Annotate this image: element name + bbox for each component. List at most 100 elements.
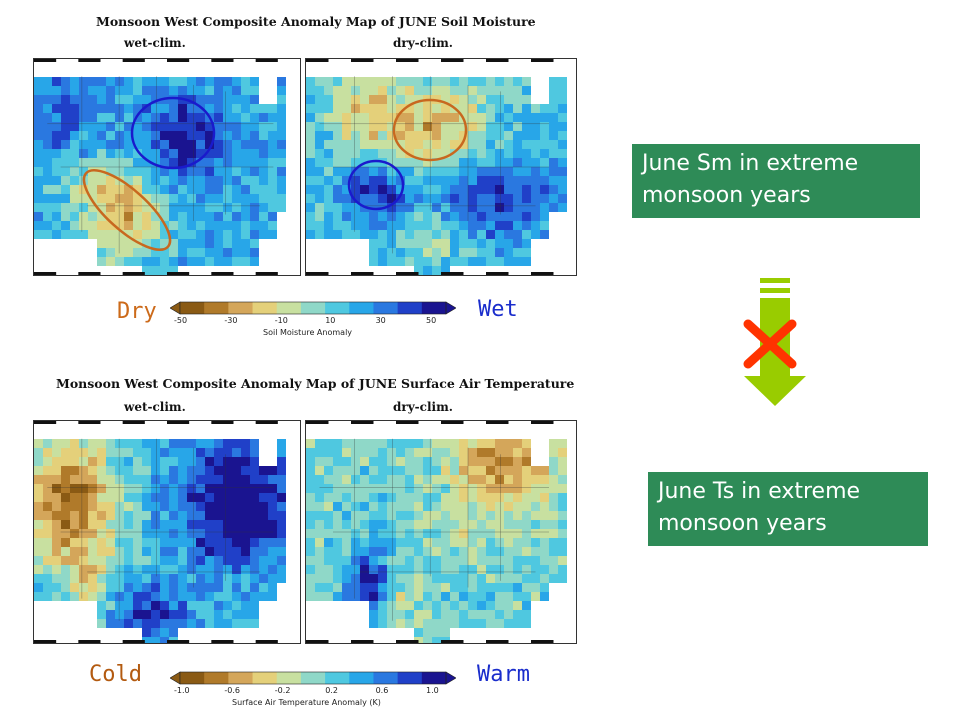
anomaly-cell [351,556,360,565]
anomaly-cell [414,547,423,556]
anomaly-cell [333,448,342,457]
anomaly-cell [423,439,432,448]
anomaly-cell [43,149,52,158]
anomaly-cell [351,140,360,149]
anomaly-cell [52,149,61,158]
anomaly-cell [495,538,504,547]
anomaly-cell [315,221,324,230]
anomaly-cell [187,122,196,131]
anomaly-cell [70,466,79,475]
anomaly-cell [205,248,214,257]
anomaly-cell [423,610,432,619]
anomaly-cell [142,212,151,221]
anomaly-cell [70,448,79,457]
anomaly-cell [43,131,52,140]
anomaly-cell [52,556,61,565]
anomaly-cell [369,565,378,574]
anomaly-cell [450,475,459,484]
anomaly-cell [70,77,79,86]
anomaly-cell [504,86,513,95]
anomaly-cell [232,448,241,457]
anomaly-cell [205,466,214,475]
anomaly-cell [277,439,286,448]
anomaly-cell [459,239,468,248]
anomaly-cell [214,538,223,547]
colorbar-tick-label: -10 [274,316,288,325]
anomaly-cell [531,203,540,212]
anomaly-cell [241,547,250,556]
anomaly-cell [196,131,205,140]
anomaly-cell [468,529,477,538]
anomaly-cell [241,230,250,239]
anomaly-cell [468,239,477,248]
anomaly-cell [79,475,88,484]
anomaly-cell [115,185,124,194]
anomaly-cell [486,592,495,601]
anomaly-cell [223,556,232,565]
anomaly-cell [79,167,88,176]
anomaly-cell [522,475,531,484]
anomaly-cell [333,457,342,466]
anomaly-cell [459,230,468,239]
anomaly-cell [495,104,504,113]
anomaly-cell [241,493,250,502]
anomaly-cell [250,230,259,239]
anomaly-cell [549,538,558,547]
anomaly-cell [205,556,214,565]
anomaly-cell [477,239,486,248]
anomaly-cell [79,212,88,221]
anomaly-cell [333,104,342,113]
anomaly-cell [151,556,160,565]
anomaly-cell [441,176,450,185]
anomaly-cell [97,140,106,149]
anomaly-cell [169,95,178,104]
anomaly-cell [378,131,387,140]
anomaly-cell [277,538,286,547]
anomaly-cell [396,466,405,475]
anomaly-cell [369,212,378,221]
anomaly-cell [250,475,259,484]
anomaly-cell [504,502,513,511]
anomaly-cell [61,149,70,158]
anomaly-cell [306,221,315,230]
anomaly-cell [531,185,540,194]
anomaly-cell [504,619,513,628]
anomaly-cell [88,565,97,574]
anomaly-cell [342,538,351,547]
anomaly-cell [124,95,133,104]
anomaly-cell [351,77,360,86]
anomaly-cell [205,574,214,583]
anomaly-cell [369,466,378,475]
anomaly-cell [432,538,441,547]
anomaly-cell [360,511,369,520]
colorbar-tick-label: -0.6 [224,686,240,695]
anomaly-cell [187,583,196,592]
anomaly-cell [259,502,268,511]
anomaly-cell [241,484,250,493]
anomaly-cell [151,104,160,113]
anomaly-cell [160,86,169,95]
anomaly-cell [178,610,187,619]
anomaly-cell [160,185,169,194]
anomaly-cell [34,583,43,592]
anomaly-cell [441,149,450,158]
anomaly-cell [178,248,187,257]
anomaly-cell [405,104,414,113]
anomaly-cell [324,230,333,239]
anomaly-cell [187,511,196,520]
anomaly-cell [250,538,259,547]
anomaly-cell [387,230,396,239]
anomaly-cell [486,95,495,104]
anomaly-cell [232,574,241,583]
anomaly-cell [486,610,495,619]
anomaly-cell [378,475,387,484]
anomaly-cell [205,610,214,619]
anomaly-cell [459,95,468,104]
anomaly-cell [306,86,315,95]
anomaly-cell [396,610,405,619]
anomaly-cell [468,448,477,457]
anomaly-cell [378,185,387,194]
anomaly-cell [504,122,513,131]
anomaly-cell [106,547,115,556]
anomaly-cell [450,484,459,493]
